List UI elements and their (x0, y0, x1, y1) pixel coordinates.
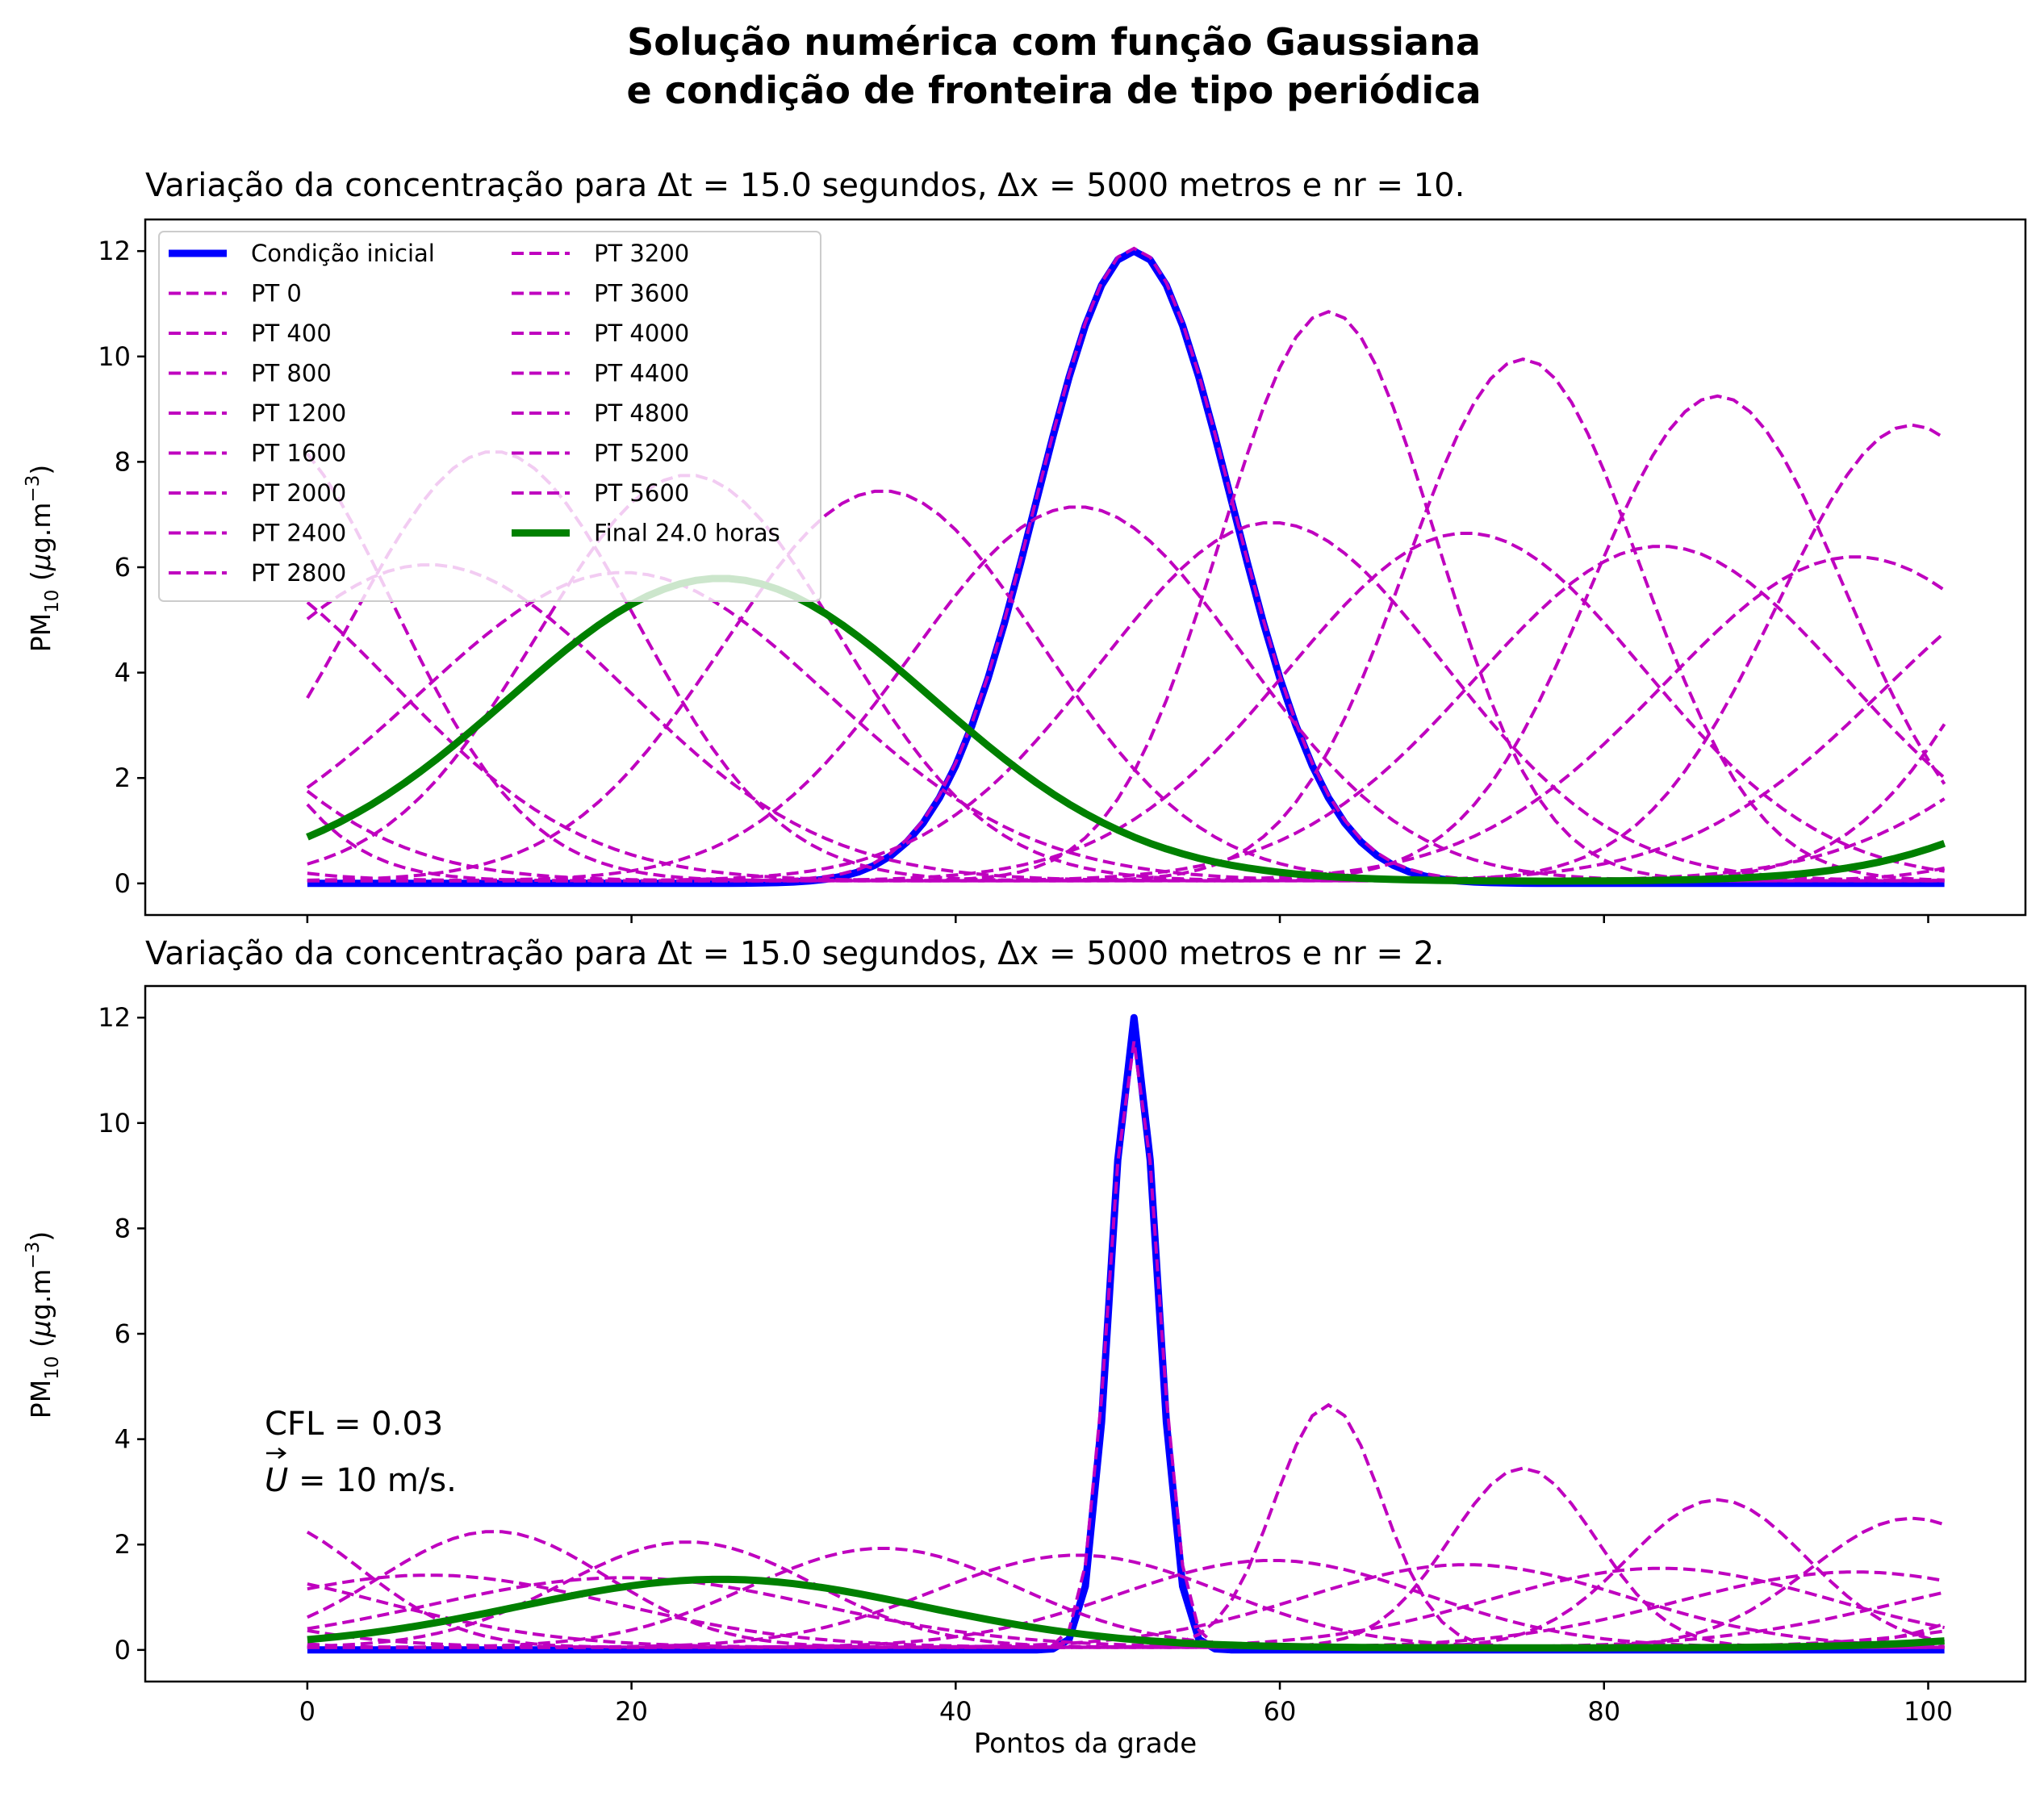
y-tick-label: 0 (115, 868, 131, 899)
final-line (306, 575, 1946, 885)
top-panel: Variação da concentração para Δt = 15.0 … (23, 167, 2027, 923)
top-legend: Condição inicial PT 0 PT 400 PT 800 PT 1200 P… (158, 231, 821, 602)
x-tick-label: 20 (615, 1696, 648, 1727)
y-tick-label: 0 (115, 1635, 131, 1665)
x-tick-label: 40 (939, 1696, 972, 1727)
vector-arrow-icon (266, 1448, 287, 1459)
y-tick-label: 6 (115, 552, 131, 583)
y-tick-label: 12 (98, 236, 131, 266)
bottom-panel: Variação da concentração para Δt = 15.0 … (23, 935, 2027, 1760)
y-tick-label: 8 (115, 1213, 131, 1243)
y-tick-label: 2 (115, 1529, 131, 1560)
y-tick-label: 10 (98, 1108, 131, 1139)
top-panel-title: Variação da concentração para Δt = 15.0 … (145, 167, 1465, 204)
legend-label: PT 800 (251, 360, 332, 387)
legend-label: PT 1600 (251, 440, 346, 467)
top-plot-area (306, 246, 1946, 888)
legend-label: PT 2000 (251, 479, 346, 507)
legend-label: PT 4800 (594, 399, 689, 427)
legend-label: PT 2400 (251, 520, 346, 547)
y-tick-label: 10 (98, 341, 131, 372)
top-panel-ylabel: PM10 (μg.m−3) (23, 465, 63, 652)
final-line (307, 1575, 1945, 1652)
series-line-pt-4000 (307, 532, 1945, 883)
legend-label: PT 400 (251, 320, 332, 347)
figure-title-line-2: e condição de fronteira de tipo periódic… (627, 69, 1482, 112)
series-line-pt-5200 (306, 563, 1946, 883)
legend-label: Final 24.0 horas (594, 520, 780, 547)
y-tick-label: 4 (115, 658, 131, 688)
x-tick-label: 0 (299, 1696, 316, 1727)
y-tick-label: 6 (115, 1318, 131, 1349)
bottom-plot-area (306, 1013, 1946, 1654)
legend-label: PT 3200 (594, 240, 689, 267)
y-tick-label: 2 (115, 763, 131, 793)
velocity-annotation: U = 10 m/s. (265, 1462, 457, 1499)
legend-label: Condição inicial (251, 240, 435, 267)
cfl-annotation: CFL = 0.03 (265, 1406, 443, 1443)
bottom-axis-ticks: 0 2 4 6 8 10 12 0 20 40 60 80 100 (98, 1002, 1953, 1727)
x-axis-label: Pontos da grade (974, 1728, 1197, 1760)
legend-label: PT 0 (251, 280, 302, 307)
legend-label: PT 4400 (594, 360, 689, 387)
bottom-panel-title: Variação da concentração para Δt = 15.0 … (145, 935, 1444, 972)
series-line-pt-4400 (306, 545, 1946, 883)
y-tick-label: 4 (115, 1424, 131, 1455)
y-tick-label: 12 (98, 1002, 131, 1033)
x-tick-label: 80 (1587, 1696, 1620, 1727)
legend-label: PT 1200 (251, 399, 346, 427)
legend-label: PT 4000 (594, 320, 689, 347)
y-tick-label: 8 (115, 446, 131, 477)
x-tick-label: 100 (1904, 1696, 1953, 1727)
velocity-value: = 10 m/s. (288, 1462, 457, 1499)
velocity-symbol: U (265, 1462, 288, 1499)
legend-label: PT 3600 (594, 280, 689, 307)
legend-box (158, 231, 821, 602)
bottom-panel-ylabel: PM10 (μg.m−3) (23, 1231, 63, 1419)
legend-label: PT 2800 (251, 559, 346, 587)
figure-title-line-1: Solução numérica com função Gaussiana (627, 20, 1481, 64)
legend-label: PT 5600 (594, 479, 689, 507)
x-tick-label: 60 (1264, 1696, 1297, 1727)
legend-label: PT 5200 (594, 440, 689, 467)
top-axis-ticks: 0 2 4 6 8 10 12 (98, 236, 1929, 923)
